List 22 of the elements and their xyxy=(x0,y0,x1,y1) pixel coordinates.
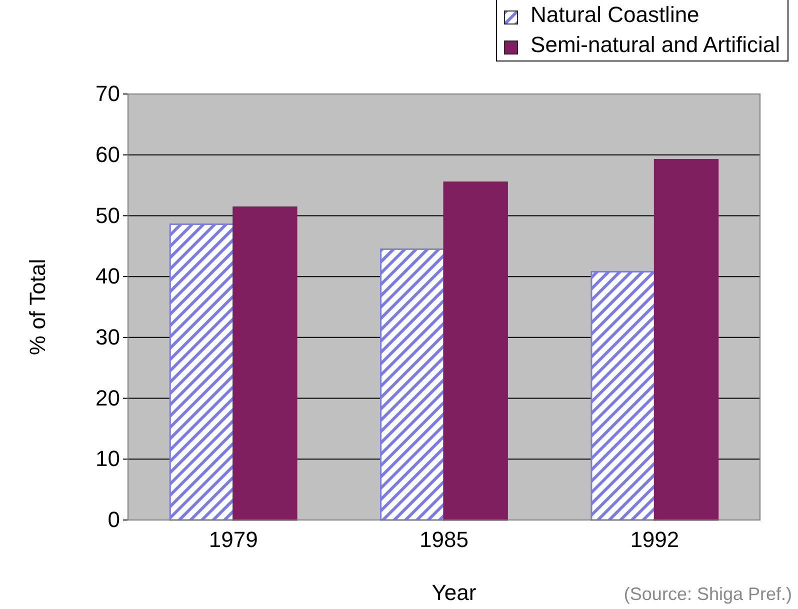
y-tick-label: 0 xyxy=(108,507,120,532)
y-tick-label: 70 xyxy=(96,81,120,106)
x-axis-title: Year xyxy=(432,580,476,605)
legend-label: Natural Coastline xyxy=(530,2,700,27)
bar xyxy=(443,181,508,521)
bar xyxy=(232,206,298,521)
y-tick-label: 60 xyxy=(96,142,120,167)
y-axis-title: % of Total xyxy=(25,258,50,356)
x-tick-label: 1992 xyxy=(630,527,680,552)
bar xyxy=(380,248,445,521)
bar xyxy=(654,158,719,521)
text: (Source: Shiga Pref.) xyxy=(624,584,792,604)
y-tick-label: 40 xyxy=(96,264,120,289)
y-tick-label: 50 xyxy=(96,202,120,228)
y-tick-label: 30 xyxy=(96,324,120,350)
y-tick-label: 20 xyxy=(96,385,120,410)
y-tick-label: 10 xyxy=(96,446,120,472)
x-tick-label: 1985 xyxy=(420,527,468,552)
bar xyxy=(590,270,656,521)
legend-label: Semi-natural and Artificial xyxy=(530,32,780,57)
x-tick-label: 1979 xyxy=(208,527,258,552)
bar xyxy=(169,223,234,521)
